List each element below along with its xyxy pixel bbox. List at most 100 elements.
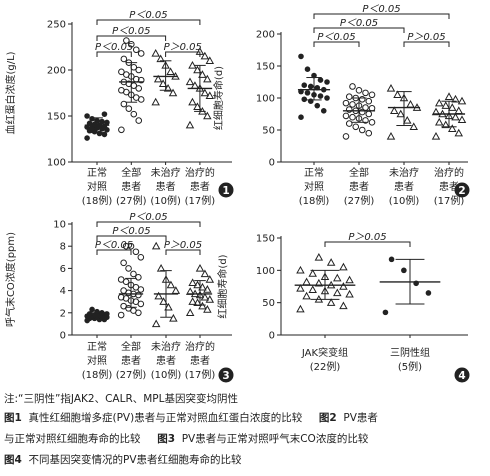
x-category-label: (17例) <box>185 368 216 381</box>
data-point <box>135 117 143 124</box>
data-point <box>349 83 356 90</box>
x-category-label: 未治疗 <box>389 166 419 179</box>
data-point <box>317 93 324 99</box>
data-point <box>425 290 432 296</box>
data-point <box>200 51 210 60</box>
data-point <box>441 120 450 129</box>
data-point <box>448 103 457 111</box>
y-axis-title: 呼气末CO浓度(ppm) <box>4 232 17 327</box>
x-category-label: (5例) <box>398 360 422 373</box>
x-category-label: (27例) <box>116 368 147 381</box>
data-point <box>188 97 197 106</box>
data-point <box>386 83 396 92</box>
significance-bracket <box>96 221 201 227</box>
significance-bracket <box>96 235 167 241</box>
data-point <box>118 126 125 134</box>
data-point <box>203 74 212 83</box>
data-point <box>358 126 366 134</box>
significance-bracket <box>96 19 201 25</box>
data-point <box>368 119 376 126</box>
significance-label: P＞0.05 <box>164 42 202 53</box>
data-point <box>320 108 327 114</box>
x-category-label: 患者 <box>156 355 176 367</box>
data-point <box>154 291 163 300</box>
data-point <box>120 100 128 108</box>
data-point <box>137 50 145 57</box>
data-point <box>163 83 173 92</box>
data-point <box>308 269 317 277</box>
data-point <box>200 269 210 278</box>
caption-fig2-text-end: 与正常对照红细胞寿命的比较 <box>4 433 141 445</box>
data-point <box>307 98 314 104</box>
data-point <box>169 313 178 322</box>
data-point <box>358 95 366 103</box>
y-tick-label: 0 <box>269 331 275 342</box>
data-point <box>296 304 305 313</box>
significance-label: P＞0.05 <box>164 240 202 251</box>
caption-fig3-text: PV患者与正常对照呼气末CO浓度的比较 <box>181 433 369 445</box>
panel-number-badge <box>454 367 470 383</box>
data-point <box>118 68 125 76</box>
data-point <box>406 99 415 108</box>
y-tick-label: 50 <box>262 298 275 309</box>
y-tick-label: 100 <box>256 94 275 105</box>
data-point <box>166 280 176 289</box>
data-point <box>362 117 369 124</box>
significance-bracket <box>165 249 201 255</box>
caption-fig2-text-start: PV患者 <box>343 412 378 424</box>
data-point <box>345 120 353 127</box>
significance-label: P＜0.05 <box>129 212 167 223</box>
significance-bracket <box>96 35 167 41</box>
caption-line-3: 图4 不同基因突变情况的PV患者红细胞寿命的比较 <box>4 453 242 468</box>
data-point <box>185 308 195 317</box>
data-point <box>188 297 197 305</box>
data-point <box>333 288 342 297</box>
data-point <box>120 287 127 294</box>
data-point <box>409 122 419 131</box>
y-tick-label: 10 <box>53 220 66 231</box>
y-tick-label: 200 <box>256 30 275 41</box>
x-category-label: 患者 <box>439 181 459 193</box>
chart-panel-3: 0246810呼气末CO浓度(ppm)正常对照(18例)全部患者(27例)未治疗… <box>4 212 234 383</box>
data-point <box>317 77 324 83</box>
data-point <box>125 105 133 112</box>
x-category-label: (10例) <box>150 194 181 207</box>
chart-panel-2: 050100150200红细胞寿命(d)正常对照(18例)全部患者(27例)未治… <box>212 4 470 207</box>
data-point <box>296 265 305 274</box>
data-point <box>153 74 163 83</box>
data-point <box>396 109 405 118</box>
significance-bracket <box>165 51 201 57</box>
data-point <box>151 319 161 328</box>
data-point <box>401 267 407 274</box>
x-category-label: (22例) <box>310 360 341 373</box>
data-point <box>349 101 356 108</box>
data-point <box>441 101 450 109</box>
data-point <box>298 114 304 120</box>
data-point <box>431 131 441 140</box>
data-point <box>205 56 215 65</box>
data-point <box>151 241 161 250</box>
data-point <box>342 99 350 107</box>
data-point <box>205 275 215 283</box>
significance-bracket <box>313 41 360 47</box>
y-tick-label: 4 <box>60 286 66 297</box>
x-category-label: 三阴性组 <box>390 346 430 359</box>
data-point <box>389 106 399 115</box>
x-category-label: 治疗的 <box>185 340 215 353</box>
x-category-label: 患者 <box>121 181 141 193</box>
data-point <box>104 311 110 317</box>
data-point <box>120 302 127 310</box>
data-point <box>99 118 105 125</box>
data-point <box>434 117 444 126</box>
x-category-label: (27例) <box>344 194 375 207</box>
data-point <box>120 259 127 267</box>
data-point <box>135 85 143 92</box>
data-point <box>193 102 202 111</box>
data-point <box>431 107 441 116</box>
data-point <box>185 120 195 129</box>
data-point <box>132 298 140 306</box>
data-point <box>198 70 207 78</box>
data-point <box>345 93 353 101</box>
data-point <box>301 96 308 103</box>
